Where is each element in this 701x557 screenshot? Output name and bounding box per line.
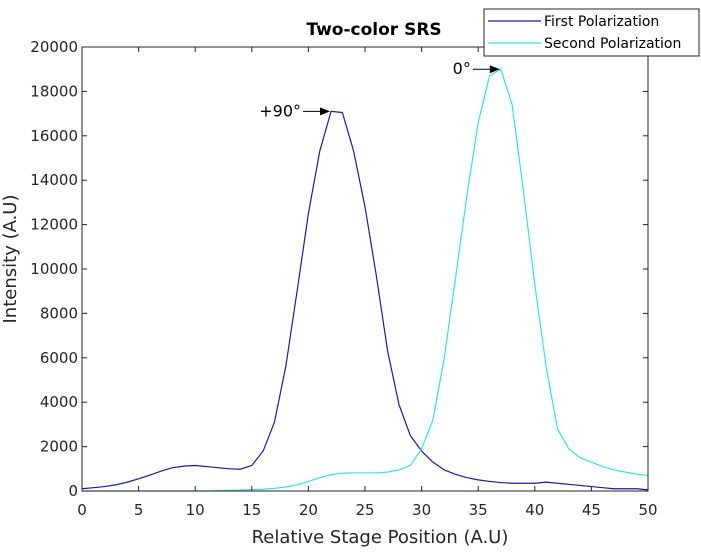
- plot-lines: [81, 68, 649, 492]
- x-tick-label: 20: [299, 501, 318, 519]
- annotations: +90° 0°: [259, 59, 500, 120]
- x-tick-label: 30: [412, 501, 431, 519]
- annotation-label-2: 0°: [453, 59, 471, 78]
- y-tick-label: 16000: [30, 127, 78, 145]
- y-tick-label: 20000: [30, 38, 78, 56]
- chart-title: Two-color SRS: [306, 20, 441, 40]
- x-tick-label: 25: [355, 501, 374, 519]
- y-tick-label: 8000: [40, 304, 78, 322]
- y-tick-label: 4000: [40, 393, 78, 411]
- x-tick-label: 35: [469, 501, 488, 519]
- y-tick-label: 6000: [40, 349, 78, 367]
- y-tick-label: 14000: [30, 171, 78, 189]
- x-axis-label: Relative Stage Position (A.U): [252, 527, 509, 548]
- annotation-arrow-head: [489, 65, 500, 74]
- y-axis-label: Intensity (A.U): [0, 194, 21, 323]
- y-tick-label: 0: [68, 482, 78, 500]
- plot-frame: [81, 46, 649, 492]
- legend-label-1: First Polarization: [544, 14, 659, 30]
- y-tick-label: 10000: [30, 260, 78, 278]
- x-tick-label: 45: [582, 501, 601, 519]
- legend: First Polarization Second Polarization: [483, 8, 700, 57]
- x-tick-label: 0: [77, 501, 87, 519]
- y-tick-label: 18000: [30, 82, 78, 100]
- annotation-arrow-head: [320, 107, 331, 116]
- annotation-label-1: +90°: [259, 101, 301, 120]
- x-tick-label: 40: [525, 501, 544, 519]
- x-tick-label: 50: [638, 501, 657, 519]
- series-line-1: [81, 110, 649, 491]
- axes: 0 5 10 15 20 25 30 35 40 45 50 0 2000 4000 6000 8000 100…: [30, 38, 657, 519]
- legend-box: [483, 8, 700, 57]
- y-tick-label: 2000: [40, 438, 78, 456]
- x-tick-label: 15: [242, 501, 261, 519]
- series-line-2: [82, 68, 649, 492]
- x-tick-label: 5: [134, 501, 144, 519]
- legend-label-2: Second Polarization: [544, 36, 681, 52]
- y-tick-label: 12000: [30, 216, 78, 234]
- x-tick-label: 10: [186, 501, 205, 519]
